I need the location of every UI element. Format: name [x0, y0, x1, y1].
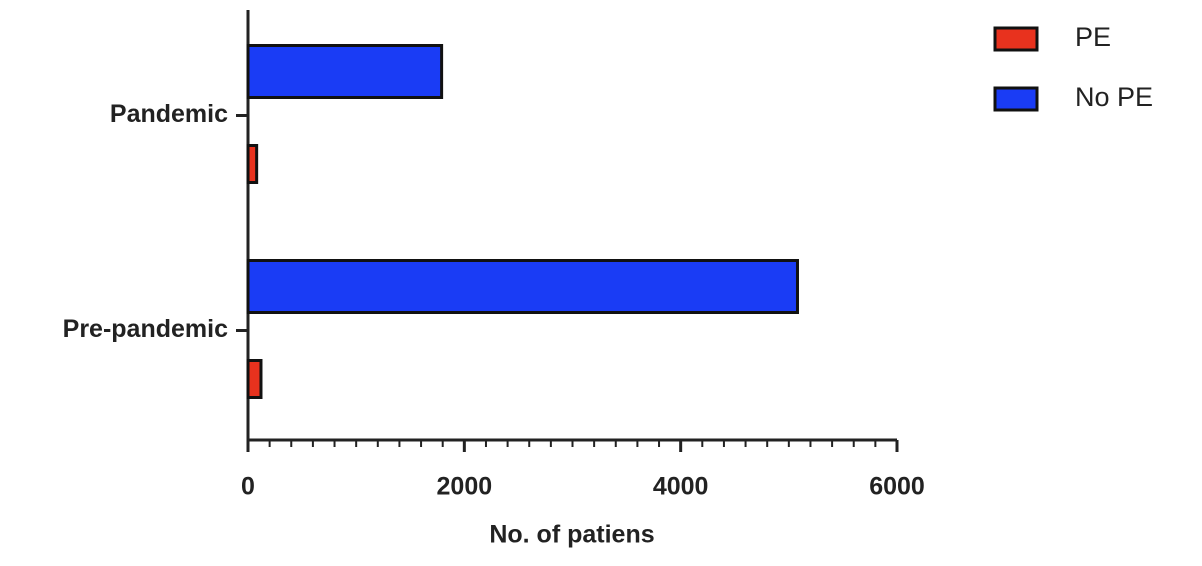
x-tick-label: 6000	[869, 473, 925, 501]
y-tick-label: Pre-pandemic	[63, 315, 228, 343]
x-tick-label: 2000	[437, 473, 493, 501]
legend-label: PE	[1075, 22, 1111, 52]
x-tick-label: 4000	[653, 473, 709, 501]
legend-swatch	[993, 86, 1039, 112]
bar	[246, 259, 799, 314]
bar	[246, 359, 263, 399]
bar	[246, 44, 444, 99]
x-tick-label: 0	[241, 473, 255, 501]
legend-swatch	[993, 26, 1039, 52]
legend-label: No PE	[1075, 82, 1153, 112]
bar	[246, 144, 259, 184]
y-tick-label: Pandemic	[110, 100, 228, 128]
x-axis-label: No. of patiens	[489, 521, 654, 549]
